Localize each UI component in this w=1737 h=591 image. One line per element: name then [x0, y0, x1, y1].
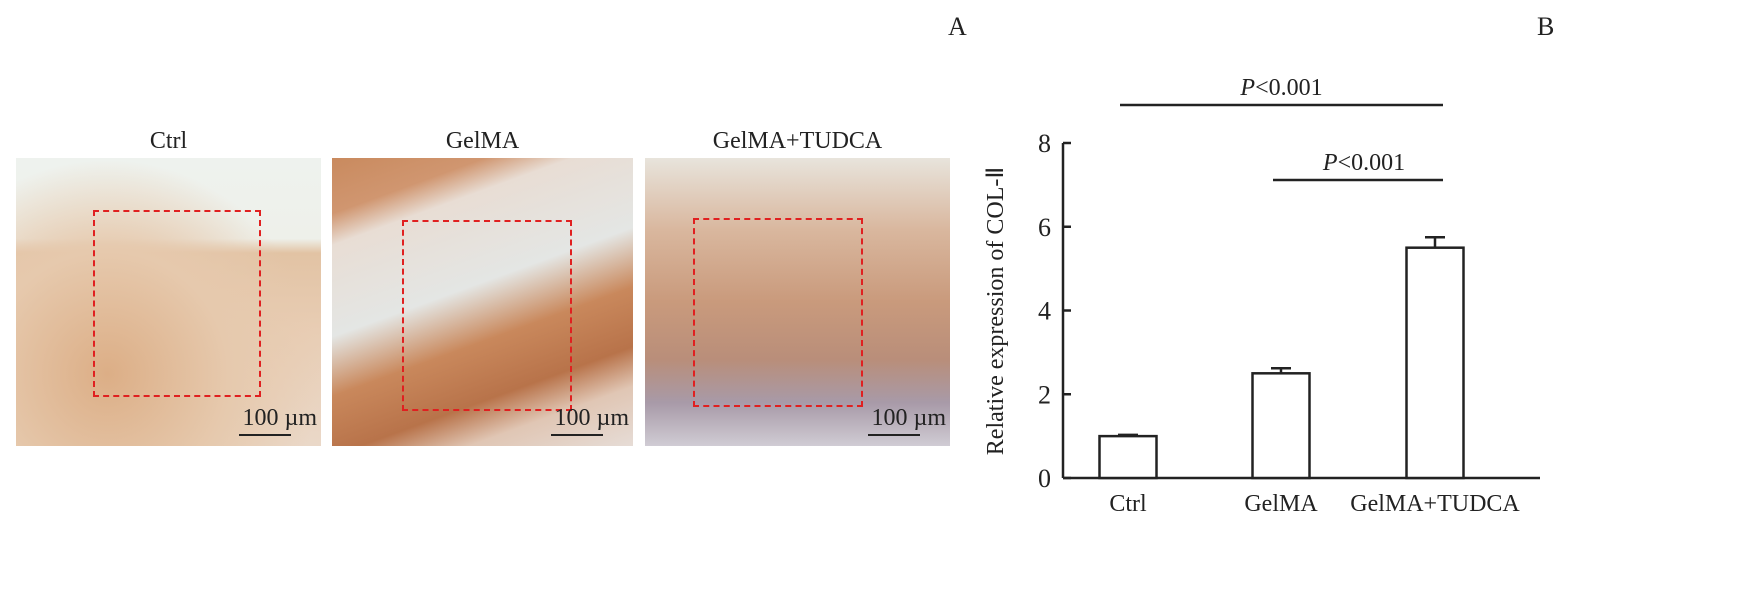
- bar: [1251, 372, 1311, 480]
- scale-bar: [551, 434, 603, 436]
- roi-box: [93, 210, 261, 397]
- y-tick-label: 4: [1038, 297, 1051, 326]
- x-tick-label: GelMA+TUDCA: [1350, 491, 1520, 517]
- scale-bar-label: 100 µm: [871, 405, 947, 431]
- micrograph-gelma: 100 µm: [332, 158, 633, 446]
- bar: [1405, 246, 1465, 480]
- micrograph-title-gelma: GelMA: [445, 128, 520, 154]
- y-tick-label: 0: [1038, 464, 1051, 493]
- scale-bar-label: 100 µm: [242, 405, 318, 431]
- roi-box: [402, 220, 572, 411]
- bar: [1098, 434, 1158, 480]
- micrograph-ctrl: 100 µm: [16, 158, 321, 446]
- y-axis-label: Relative expression of COL-Ⅱ: [983, 167, 1009, 455]
- micrograph-title-gelma-tudca: GelMA+TUDCA: [712, 128, 883, 154]
- panel-label-b: B: [1537, 12, 1555, 41]
- p-value-label: P<0.001: [1239, 75, 1322, 101]
- scale-bar: [868, 434, 920, 436]
- x-tick-label: GelMA: [1244, 491, 1318, 517]
- scale-bar: [239, 434, 291, 436]
- panel-label-a: A: [948, 12, 967, 41]
- y-tick-label: 6: [1038, 213, 1051, 242]
- y-tick-label: 8: [1038, 129, 1051, 158]
- roi-box: [693, 218, 863, 407]
- micrograph-title-ctrl: Ctrl: [149, 128, 188, 154]
- scale-bar-label: 100 µm: [554, 405, 630, 431]
- p-value-label: P<0.001: [1322, 150, 1405, 176]
- x-tick-label: Ctrl: [1109, 491, 1147, 517]
- y-tick-label: 2: [1038, 380, 1051, 409]
- micrograph-gelma-tudca: 100 µm: [645, 158, 950, 446]
